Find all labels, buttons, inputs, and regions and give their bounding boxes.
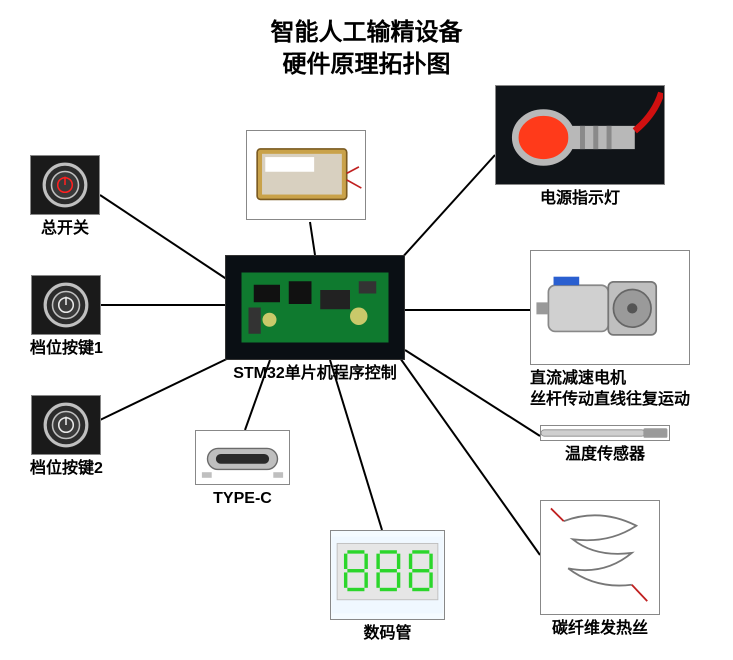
edge-digit-tube — [330, 360, 382, 530]
main-switch-label: 总开关 — [41, 219, 89, 240]
digit-tube-label: 数码管 — [363, 624, 411, 645]
node-main-switch: 总开关 — [30, 155, 100, 240]
gear2-label: 档位按键2 — [30, 459, 103, 480]
edge-heater — [400, 358, 540, 555]
main-switch-image — [30, 155, 100, 215]
gear1-image — [31, 275, 101, 335]
motor-label: 直流减速电机 丝杆传动直线往复运动 — [530, 369, 690, 411]
mcu-label: STM32单片机程序控制 — [233, 364, 397, 385]
heater-image — [540, 500, 660, 615]
led-image — [495, 85, 665, 185]
title-line1: 智能人工输精设备 — [0, 12, 733, 47]
node-battery — [246, 130, 366, 220]
motor-image — [530, 250, 690, 365]
gear2-image — [31, 395, 101, 455]
node-gear2: 档位按键2 — [30, 395, 103, 480]
node-led: 电源指示灯 — [495, 85, 665, 210]
edge-gear2 — [100, 355, 235, 420]
title-line2: 硬件原理拓扑图 — [0, 44, 733, 79]
node-heater: 碳纤维发热丝 — [540, 500, 660, 640]
heater-label: 碳纤维发热丝 — [552, 619, 648, 640]
typec-image — [195, 430, 290, 485]
edge-battery — [310, 222, 315, 255]
edge-temp-sensor — [405, 350, 540, 436]
edge-led — [400, 155, 495, 260]
edge-main-switch — [100, 195, 228, 280]
led-label: 电源指示灯 — [540, 189, 620, 210]
temp-sensor-image — [540, 425, 670, 441]
node-motor: 直流减速电机 丝杆传动直线往复运动 — [530, 250, 690, 411]
gear1-label: 档位按键1 — [30, 339, 103, 360]
mcu-image — [225, 255, 405, 360]
node-digit-tube: 数码管 — [330, 530, 445, 645]
typec-label: TYPE-C — [213, 489, 272, 510]
battery-image — [246, 130, 366, 220]
digit-tube-image — [330, 530, 445, 620]
node-temp-sensor: 温度传感器 — [540, 425, 670, 466]
node-typec: TYPE-C — [195, 430, 290, 510]
temp-sensor-label: 温度传感器 — [565, 445, 645, 466]
node-mcu: STM32单片机程序控制 — [225, 255, 405, 385]
node-gear1: 档位按键1 — [30, 275, 103, 360]
